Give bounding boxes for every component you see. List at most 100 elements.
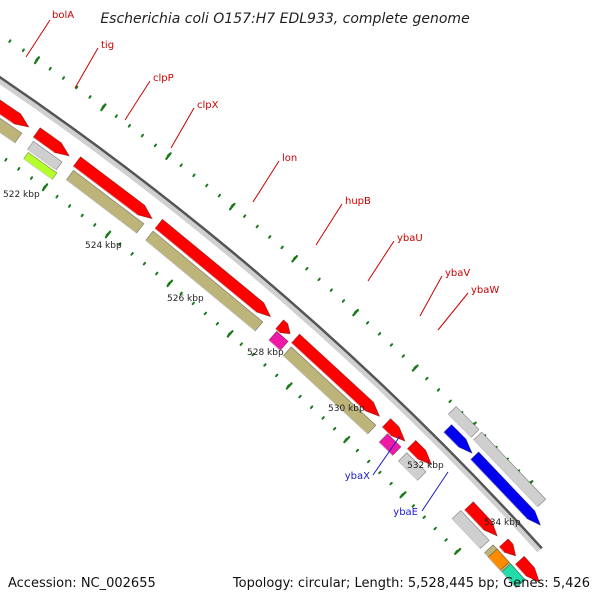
gene-gray-cog-highlight: [27, 148, 57, 171]
tick-inner-minor: [48, 66, 52, 71]
tick-inner-major: [411, 364, 419, 372]
tick-inner-minor: [140, 133, 145, 138]
gene-blue-cds: [443, 424, 473, 454]
callout-line: [421, 471, 449, 512]
tick-inner-minor: [389, 343, 394, 347]
gene-khaki-cog-highlight: [483, 552, 517, 588]
tick-outer-minor: [55, 194, 59, 199]
tick-inner-major: [33, 56, 41, 65]
gene-gray-cog: [398, 452, 427, 481]
tick-outer-minor: [215, 321, 220, 326]
tick-outer-minor: [29, 176, 34, 180]
gene-magenta-cog: [378, 433, 402, 456]
tick-inner-minor: [305, 266, 309, 271]
tick-outer-major: [285, 382, 293, 390]
kbp-label: 532 kbp: [407, 461, 444, 471]
tick-outer-minor: [4, 157, 8, 162]
callout-line: [252, 160, 280, 203]
tick-inner-minor: [61, 76, 66, 80]
gene-gray-cog: [473, 431, 547, 508]
gene-red-cds-highlight: [464, 509, 484, 531]
gene-gray-cog-highlight: [398, 460, 418, 481]
tick-outer-minor: [433, 526, 437, 531]
backbone-light-band: [0, 78, 542, 553]
kbp-label: 526 kbp: [167, 294, 204, 304]
kbp-label: 528 kbp: [247, 348, 284, 358]
tick-outer-major: [343, 435, 351, 444]
callout-line: [419, 275, 443, 317]
tick-outer-minor: [130, 252, 134, 256]
gene-khaki-cog-highlight: [66, 179, 137, 234]
tick-inner-major: [291, 255, 299, 263]
gene-lime-cog-highlight: [23, 158, 53, 180]
tick-outer-minor: [239, 342, 243, 346]
gene-label-clpP: clpP: [153, 73, 174, 84]
tick-outer-minor: [93, 223, 97, 227]
gene-label-hupB: hupB: [345, 196, 371, 207]
tick-outer-major: [104, 230, 112, 239]
tick-outer-minor: [179, 291, 183, 296]
gene-khaki-cog: [145, 230, 264, 332]
gene-red-cds-highlight: [406, 448, 418, 460]
tick-outer-major: [399, 491, 407, 499]
callout-line: [367, 240, 395, 282]
gene-orange-cog: [487, 548, 510, 571]
gene-red-cds: [514, 555, 540, 583]
tick-inner-minor: [217, 193, 222, 198]
tick-outer-minor: [118, 242, 122, 246]
gene-red-cds-highlight: [0, 113, 15, 125]
tick-outer-minor: [389, 481, 393, 486]
gene-gray-cog: [27, 140, 63, 171]
gene-red-cds: [154, 218, 271, 318]
gene-label-ybaE: ybaE: [393, 507, 418, 518]
gene-label-ybaX: ybaX: [345, 471, 370, 482]
genome-summary-text: Topology: circular; Length: 5,528,445 bp…: [232, 576, 590, 591]
gene-red-cds: [72, 156, 153, 220]
gene-gray-cog-highlight: [447, 413, 472, 438]
tick-outer-minor: [80, 213, 84, 218]
gene-orange-cog-highlight: [487, 556, 501, 571]
gene-red-cds: [381, 418, 406, 442]
tick-inner-minor: [377, 332, 382, 336]
gene-label-clpX: clpX: [197, 100, 219, 111]
gene-red-cds-highlight: [32, 137, 55, 153]
tick-inner-minor: [317, 277, 321, 282]
backbone-dark-band: [0, 75, 543, 550]
tick-inner-minor: [127, 124, 131, 128]
tick-outer-minor: [422, 515, 426, 519]
tick-inner-minor: [268, 235, 272, 239]
tick-outer-minor: [263, 363, 267, 367]
tick-inner-major: [352, 308, 360, 317]
tick-inner-minor: [8, 39, 12, 43]
tick-inner-minor: [21, 48, 25, 53]
tick-inner-minor: [192, 173, 196, 178]
gene-khaki-cog: [0, 117, 23, 144]
kbp-label: 530 kbp: [328, 404, 365, 414]
gene-blue-cds: [470, 451, 541, 526]
tick-inner-minor: [75, 85, 79, 90]
callout-line: [315, 203, 343, 246]
gene-red-cds: [32, 127, 70, 157]
tick-inner-minor: [280, 245, 284, 250]
gene-khaki-cog-highlight: [145, 240, 256, 332]
tick-inner-minor: [114, 114, 118, 118]
tick-inner-minor: [436, 388, 441, 392]
callout-line: [25, 19, 51, 58]
gene-gray-cog-highlight: [451, 518, 481, 549]
tick-inner-minor: [329, 288, 333, 292]
gene-red-cds: [406, 440, 432, 466]
gene-magenta-cog-highlight: [268, 339, 281, 351]
tick-outer-minor: [191, 301, 195, 306]
tick-inner-major: [165, 152, 172, 160]
gene-gray-cog: [451, 510, 490, 549]
gene-magenta-cog-highlight: [378, 441, 393, 456]
kbp-label: 524 kbp: [85, 241, 122, 251]
tick-outer-minor: [17, 167, 21, 171]
tick-outer-major: [41, 183, 49, 192]
gene-red-cds-highlight: [291, 342, 366, 412]
gene-lime-cog: [23, 152, 58, 180]
tick-inner-major: [228, 202, 236, 211]
gene-red-cds-highlight: [498, 546, 505, 553]
tick-inner-minor: [401, 354, 405, 358]
gene-gray-cog-highlight: [473, 439, 539, 508]
